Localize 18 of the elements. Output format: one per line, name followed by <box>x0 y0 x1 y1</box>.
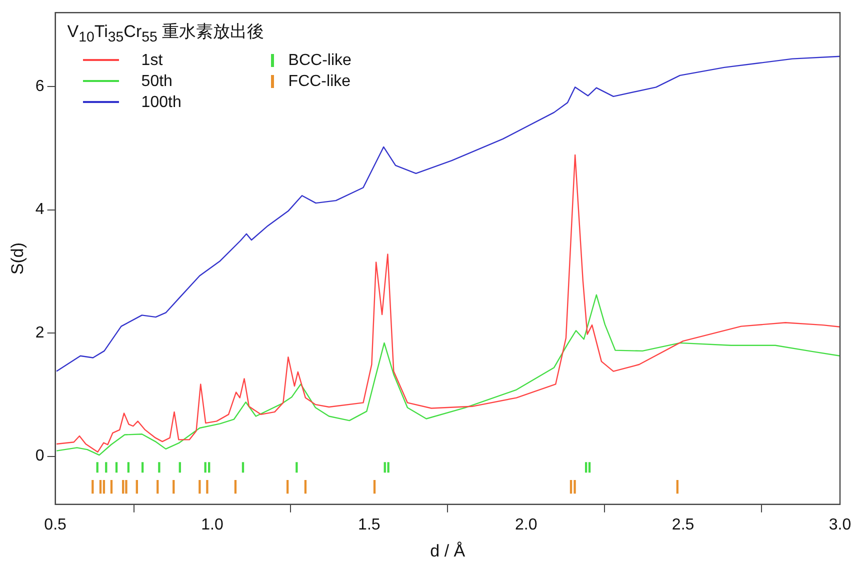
y-axis-title: S(d) <box>8 242 27 275</box>
y-tick-label: 0 <box>35 448 44 465</box>
y-tick-label: 4 <box>35 201 44 218</box>
y-tick-label: 6 <box>35 78 44 95</box>
x-tick-label: 3.0 <box>828 516 852 534</box>
x-tick-label: 0.5 <box>44 516 67 534</box>
x-tick-label: 1.5 <box>358 516 380 534</box>
x-tick-label: 2.0 <box>514 516 538 534</box>
y-tick-label: 2 <box>35 324 44 342</box>
legend-label: BCC-like <box>288 50 352 71</box>
x-tick-label: 1.0 <box>201 516 224 534</box>
x-tick-label: 2.5 <box>672 516 694 534</box>
x-axis-title: d / Å <box>430 541 466 560</box>
legend-label: 1st <box>141 50 163 71</box>
legend-title: V$_{10}$Ti$_{35}$Cr$_{55}$ 重水素放出後 <box>67 20 266 47</box>
legend-label: 100th <box>141 92 182 113</box>
legend-label: 50th <box>141 72 172 92</box>
legend-label: FCC-like <box>288 72 351 92</box>
